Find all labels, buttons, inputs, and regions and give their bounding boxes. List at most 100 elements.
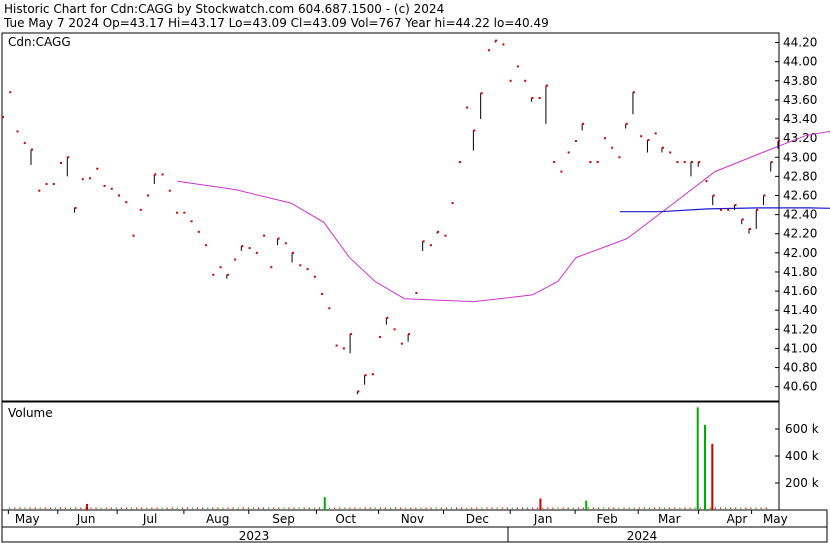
volume-bar	[696, 407, 699, 510]
price-close-mark	[698, 161, 701, 164]
price-tick-label: 43.80	[783, 74, 817, 88]
volume-axis-labels: 200 k 400 k 600 k	[785, 422, 819, 490]
price-close-mark	[241, 245, 244, 248]
price-close-mark	[661, 146, 664, 149]
price-close-mark	[690, 161, 693, 164]
month-label: Nov	[401, 512, 424, 526]
moving-average-short-line	[177, 130, 830, 303]
volume-panel-frame	[1, 401, 780, 511]
price-close-mark	[234, 258, 237, 261]
price-tick-label: 42.60	[783, 188, 817, 202]
price-close-mark	[248, 247, 251, 250]
price-close-mark	[45, 183, 48, 186]
price-tick-label: 44.00	[783, 55, 817, 69]
year-label: 2024	[627, 529, 658, 543]
price-close-mark	[255, 251, 258, 254]
price-close-mark	[422, 240, 425, 243]
price-close-mark	[81, 178, 84, 181]
price-close-mark	[168, 189, 171, 192]
price-close-mark	[487, 49, 490, 52]
price-close-mark	[640, 135, 643, 138]
price-close-mark	[516, 65, 519, 68]
price-grid	[775, 42, 779, 388]
volume-bar	[711, 443, 714, 510]
price-close-mark	[379, 335, 382, 338]
price-close-mark	[480, 92, 483, 95]
volume-bar	[539, 498, 542, 510]
price-close-mark	[38, 189, 41, 192]
price-close-mark	[727, 208, 730, 211]
price-close-mark	[16, 130, 19, 133]
price-tick-label: 41.00	[783, 341, 817, 355]
price-close-mark	[458, 161, 461, 164]
price-close-mark	[582, 122, 585, 125]
price-close-mark	[52, 183, 55, 186]
price-close-mark	[567, 151, 570, 154]
volume-tick-label: 400 k	[785, 449, 819, 463]
price-tick-label: 42.00	[783, 246, 817, 260]
price-panel-frame	[1, 32, 780, 402]
price-tick-label: 41.40	[783, 303, 817, 317]
price-close-mark	[734, 204, 737, 207]
price-tick-label: 41.20	[783, 322, 817, 336]
month-label: May	[15, 512, 40, 526]
price-close-mark	[89, 177, 92, 180]
price-close-mark	[197, 230, 200, 233]
price-close-mark	[103, 184, 106, 187]
month-label: Dec	[466, 512, 489, 526]
price-close-mark	[589, 161, 592, 164]
price-close-mark	[777, 140, 780, 143]
month-label: May	[763, 512, 788, 526]
price-close-mark	[603, 137, 606, 140]
price-tick-label: 42.80	[783, 169, 817, 183]
month-label: Jan	[533, 512, 553, 526]
price-close-mark	[342, 347, 345, 350]
price-close-mark	[190, 220, 193, 223]
price-close-mark	[313, 275, 316, 278]
price-close-mark	[161, 173, 164, 176]
price-close-mark	[306, 268, 309, 271]
price-tick-label: 44.20	[783, 36, 817, 50]
volume-bar	[86, 503, 89, 510]
month-label: Jul	[142, 512, 157, 526]
month-label: Jun	[76, 512, 96, 526]
month-label: Feb	[597, 512, 618, 526]
price-close-mark	[357, 390, 360, 393]
price-close-mark	[292, 251, 295, 254]
year-axis: 2023 2024	[239, 529, 658, 543]
price-close-mark	[212, 273, 215, 276]
price-close-mark	[618, 156, 621, 159]
price-close-mark	[277, 237, 280, 240]
price-close-mark	[96, 167, 99, 170]
month-label: Apr	[727, 512, 748, 526]
month-label: Aug	[206, 512, 229, 526]
price-tick-label: 40.60	[783, 380, 817, 394]
price-close-mark	[205, 244, 208, 247]
price-close-mark	[118, 194, 121, 197]
price-close-mark	[2, 116, 4, 119]
volume-tick-label: 600 k	[785, 422, 819, 436]
price-tick-label: 41.80	[783, 265, 817, 279]
price-close-mark	[60, 161, 63, 164]
year-label: 2023	[239, 529, 270, 543]
price-close-mark	[756, 208, 759, 211]
price-close-mark	[154, 173, 157, 176]
price-close-mark	[763, 194, 766, 197]
price-close-mark	[284, 242, 287, 245]
price-close-mark	[74, 206, 77, 209]
price-close-mark	[371, 373, 374, 376]
price-tick-label: 42.40	[783, 208, 817, 222]
date-axis-frame	[1, 509, 828, 543]
price-close-mark	[719, 208, 722, 211]
price-close-mark	[183, 211, 186, 214]
price-close-mark	[611, 146, 614, 149]
price-tick-label: 43.00	[783, 150, 817, 164]
price-close-mark	[647, 139, 650, 142]
price-tick-label: 41.60	[783, 284, 817, 298]
price-close-mark	[596, 161, 599, 164]
price-tick-label: 43.40	[783, 112, 817, 126]
price-close-mark	[408, 333, 411, 336]
price-close-mark	[538, 96, 541, 99]
price-close-mark	[328, 307, 331, 310]
price-close-mark	[263, 234, 266, 237]
